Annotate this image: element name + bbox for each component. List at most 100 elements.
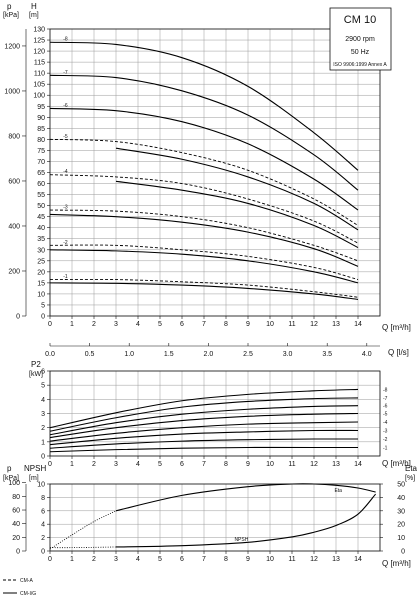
q-ls-tick-label: 2.0 <box>204 351 214 358</box>
npsh-series-line <box>49 546 117 549</box>
npsh-x-tick-label: 2 <box>92 556 96 563</box>
info-box <box>329 7 392 71</box>
npsh-tick-label: 4 <box>41 522 45 529</box>
pump-model-label: CM 10 <box>344 14 376 26</box>
power-axis-label: P2 <box>31 360 41 369</box>
power-x-tick-label: 10 <box>266 461 274 468</box>
head-curve-label: -2 <box>63 240 68 246</box>
q-ls-tick-label: 3.0 <box>283 351 293 358</box>
power-x-tick-label: 4 <box>136 461 140 468</box>
head-h-tick-label: 105 <box>33 82 45 89</box>
power-x-tick-label: 9 <box>246 461 250 468</box>
npsh-p-axis-unit: [kPa] <box>3 475 19 482</box>
q-ls-tick-label: 0.0 <box>45 351 55 358</box>
head-p-tick-label: 1200 <box>4 43 20 50</box>
power-tick-label: 3 <box>41 411 45 418</box>
legend-label: CM-I/G <box>20 591 36 597</box>
head-series-line <box>115 147 359 231</box>
head-h-tick-label: 40 <box>37 225 45 232</box>
head-h-tick-label: 30 <box>37 247 45 254</box>
head-h-tick-label: 0 <box>41 314 45 321</box>
head-curve-label: -1 <box>63 274 68 280</box>
head-x-tick-label: 6 <box>180 321 184 328</box>
power-series-line <box>49 421 359 442</box>
head-p-tick-label: 200 <box>8 268 20 275</box>
npsh-p-tick-label: 0 <box>16 549 20 556</box>
head-series-line <box>49 278 359 298</box>
npsh-x-tick-label: 8 <box>224 556 228 563</box>
head-p-tick-label: 1000 <box>4 88 20 95</box>
npsh-series-line <box>115 483 376 512</box>
power-x-tick-label: 12 <box>310 461 318 468</box>
eta-tick-label: 30 <box>397 508 405 515</box>
head-h-tick-label: 80 <box>37 137 45 144</box>
head-h-tick-label: 85 <box>37 126 45 133</box>
npsh-x-tick-label: 1 <box>70 556 74 563</box>
head-x-tick-label: 12 <box>310 321 318 328</box>
head-series-line <box>49 213 359 267</box>
npsh-p-tick-label: 40 <box>12 521 20 528</box>
head-p-tick-label: 400 <box>8 223 20 230</box>
q-ls-tick-label: 0.5 <box>85 351 95 358</box>
eta-tick-label: 50 <box>397 482 405 489</box>
head-series-line <box>49 74 359 191</box>
head-h-tick-label: 20 <box>37 269 45 276</box>
npsh-tick-label: 2 <box>41 535 45 542</box>
speed-label: 2900 rpm <box>345 36 375 43</box>
npsh-axis-label: NPSH <box>24 464 46 473</box>
head-h-tick-label: 45 <box>37 214 45 221</box>
npsh-tick-label: 6 <box>41 508 45 515</box>
head-h-tick-label: 115 <box>34 60 45 67</box>
head-curve-label: -3 <box>63 205 68 211</box>
head-h-tick-label: 60 <box>37 181 45 188</box>
power-x-tick-label: 0 <box>48 461 52 468</box>
npsh-x-tick-label: 11 <box>288 556 295 563</box>
head-series-line <box>49 244 359 281</box>
head-h-tick-label: 15 <box>37 280 45 287</box>
head-h-tick-label: 125 <box>33 38 45 45</box>
npsh-tick-label: 0 <box>41 549 45 556</box>
head-x-tick-label: 1 <box>70 321 74 328</box>
head-x-tick-label: 10 <box>266 321 274 328</box>
head-h-tick-label: 35 <box>37 236 45 243</box>
npsh-tick-label: 8 <box>41 495 45 502</box>
head-x-tick-label: 0 <box>48 321 52 328</box>
power-tick-label: 6 <box>41 369 45 376</box>
npsh-p-tick-label: 60 <box>12 508 20 515</box>
head-h-tick-label: 90 <box>37 115 45 122</box>
eta-axis-unit: [%] <box>405 475 415 482</box>
power-x-tick-label: 13 <box>332 461 340 468</box>
head-curve-label: -7 <box>63 70 68 76</box>
power-x-tick-label: 1 <box>70 461 74 468</box>
legend-label: CM-A <box>20 578 33 584</box>
npsh-plot-frame <box>49 483 381 552</box>
eta-curve-label: Eta <box>334 488 342 494</box>
head-x-tick-label: 13 <box>332 321 340 328</box>
power-tick-label: 5 <box>41 383 45 390</box>
power-series-line <box>49 446 358 453</box>
head-x-tick-label: 4 <box>136 321 140 328</box>
power-series-line <box>49 397 359 432</box>
power-series-line <box>49 412 359 439</box>
head-h-axis-unit: [m] <box>29 12 39 19</box>
head-curve-label: -5 <box>63 134 68 140</box>
head-series-line <box>49 174 359 244</box>
power-tick-label: 4 <box>41 397 45 404</box>
head-h-tick-label: 100 <box>33 93 45 100</box>
npsh-x-axis-label: Q [m³/h] <box>382 559 411 568</box>
head-h-tick-label: 25 <box>37 258 45 265</box>
power-curve-label: -4 <box>383 420 388 426</box>
power-series-line <box>49 405 359 436</box>
frequency-label: 50 Hz <box>351 49 370 56</box>
q-ls-tick-label: 1.5 <box>164 351 174 358</box>
eta-tick-label: 40 <box>397 495 405 502</box>
head-x-tick-label: 7 <box>202 321 206 328</box>
q-ls-tick-label: 1.0 <box>124 351 134 358</box>
head-x-tick-label: 8 <box>224 321 228 328</box>
eta-tick-label: 10 <box>397 535 405 542</box>
head-p-tick-label: 600 <box>8 178 20 185</box>
head-h-tick-label: 5 <box>41 302 45 309</box>
head-h-tick-label: 75 <box>37 148 45 155</box>
eta-tick-label: 20 <box>397 522 405 529</box>
npsh-p-tick-label: 100 <box>8 480 20 487</box>
